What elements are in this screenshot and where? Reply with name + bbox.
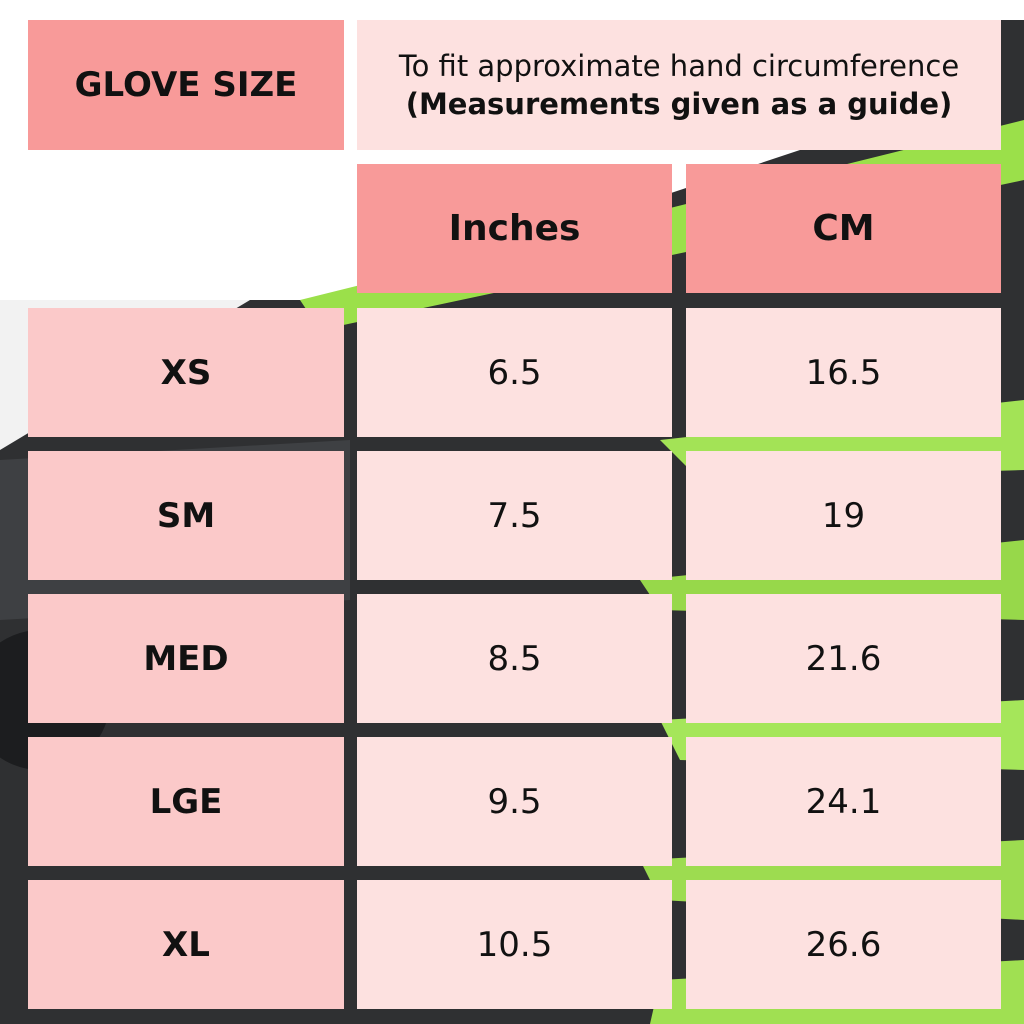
inches-cell: 10.5 [357,880,672,1009]
inches-cell: 7.5 [357,451,672,580]
column-header: Inches [357,164,672,293]
cm-cell: 21.6 [686,594,1001,723]
cm-cell: 24.1 [686,737,1001,866]
cm-cell: 19 [686,451,1001,580]
size-cell: MED [28,594,344,723]
cm-cell: 16.5 [686,308,1001,437]
cm-cell: 26.6 [686,880,1001,1009]
caption-cell: To fit approximate hand circumference (M… [357,20,1001,150]
size-cell: XS [28,308,344,437]
inches-cell: 9.5 [357,737,672,866]
size-cell: SM [28,451,344,580]
size-header: GLOVE SIZE [28,20,344,150]
inches-cell: 6.5 [357,308,672,437]
inches-cell: 8.5 [357,594,672,723]
column-header: CM [686,164,1001,293]
caption: To fit approximate hand circumference [398,49,960,83]
note: (Measurements given as a guide) [405,87,953,121]
size-cell: XL [28,880,344,1009]
size-cell: LGE [28,737,344,866]
